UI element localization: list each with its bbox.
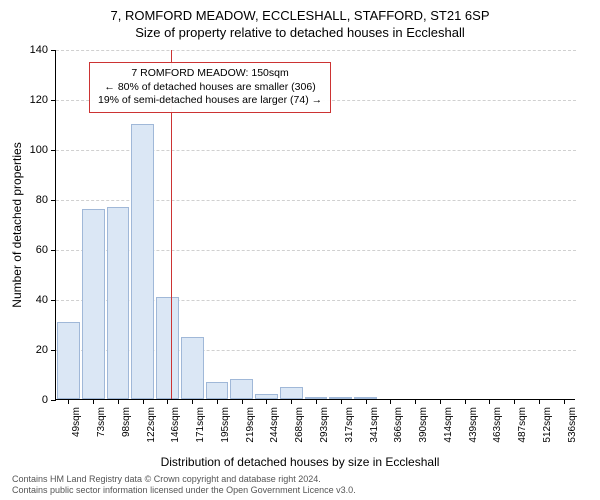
histogram-bar xyxy=(82,209,105,399)
y-tick-label: 40 xyxy=(36,294,56,306)
x-tick-mark xyxy=(539,399,540,404)
chart-area: 02040608010012014049sqm73sqm98sqm122sqm1… xyxy=(55,50,575,400)
annotation-box: 7 ROMFORD MEADOW: 150sqm ← 80% of detach… xyxy=(89,62,331,113)
x-tick-label: 293sqm xyxy=(319,399,330,443)
x-tick-label: 512sqm xyxy=(542,399,553,443)
histogram-bar xyxy=(280,387,303,400)
x-tick-mark xyxy=(266,399,267,404)
y-axis-label: Number of detached properties xyxy=(10,60,24,225)
histogram-bar xyxy=(156,297,179,400)
x-tick-label: 268sqm xyxy=(294,399,305,443)
footer: Contains HM Land Registry data © Crown c… xyxy=(12,474,356,496)
y-tick-label: 0 xyxy=(42,394,56,406)
x-tick-mark xyxy=(68,399,69,404)
x-tick-label: 463sqm xyxy=(492,399,503,443)
x-tick-label: 366sqm xyxy=(393,399,404,443)
x-tick-mark xyxy=(93,399,94,404)
x-tick-label: 439sqm xyxy=(468,399,479,443)
x-tick-mark xyxy=(192,399,193,404)
x-tick-mark xyxy=(167,399,168,404)
x-tick-mark xyxy=(564,399,565,404)
subtitle: Size of property relative to detached ho… xyxy=(0,25,600,40)
x-tick-label: 171sqm xyxy=(195,399,206,443)
x-tick-label: 195sqm xyxy=(220,399,231,443)
histogram-bar xyxy=(131,124,154,399)
y-tick-label: 100 xyxy=(30,144,56,156)
x-tick-label: 49sqm xyxy=(71,399,82,437)
x-tick-mark xyxy=(242,399,243,404)
chart-container: 7, ROMFORD MEADOW, ECCLESHALL, STAFFORD,… xyxy=(0,0,600,500)
grid-line xyxy=(56,50,576,51)
x-tick-mark xyxy=(366,399,367,404)
x-tick-label: 122sqm xyxy=(146,399,157,443)
x-tick-mark xyxy=(390,399,391,404)
x-tick-label: 317sqm xyxy=(344,399,355,443)
x-tick-mark xyxy=(440,399,441,404)
x-tick-mark xyxy=(415,399,416,404)
x-tick-mark xyxy=(465,399,466,404)
x-tick-mark xyxy=(143,399,144,404)
x-axis-label: Distribution of detached houses by size … xyxy=(0,455,600,469)
x-tick-label: 414sqm xyxy=(443,399,454,443)
x-tick-mark xyxy=(291,399,292,404)
y-tick-label: 140 xyxy=(30,44,56,56)
footer-line2: Contains public sector information licen… xyxy=(12,485,356,496)
x-tick-mark xyxy=(118,399,119,404)
footer-line1: Contains HM Land Registry data © Crown c… xyxy=(12,474,356,485)
histogram-bar xyxy=(107,207,130,400)
histogram-bar xyxy=(181,337,204,400)
x-tick-label: 487sqm xyxy=(517,399,528,443)
x-tick-mark xyxy=(217,399,218,404)
x-tick-label: 536sqm xyxy=(567,399,578,443)
x-tick-mark xyxy=(316,399,317,404)
x-tick-label: 244sqm xyxy=(269,399,280,443)
x-tick-mark xyxy=(514,399,515,404)
x-tick-label: 73sqm xyxy=(96,399,107,437)
x-tick-label: 219sqm xyxy=(245,399,256,443)
histogram-bar xyxy=(206,382,229,400)
x-tick-label: 390sqm xyxy=(418,399,429,443)
x-tick-label: 146sqm xyxy=(170,399,181,443)
annotation-line1: 7 ROMFORD MEADOW: 150sqm xyxy=(98,67,322,81)
y-tick-label: 60 xyxy=(36,244,56,256)
x-tick-mark xyxy=(489,399,490,404)
x-tick-label: 98sqm xyxy=(121,399,132,437)
histogram-bar xyxy=(57,322,80,400)
y-tick-label: 20 xyxy=(36,344,56,356)
x-tick-mark xyxy=(341,399,342,404)
y-tick-label: 80 xyxy=(36,194,56,206)
x-tick-label: 341sqm xyxy=(369,399,380,443)
address-title: 7, ROMFORD MEADOW, ECCLESHALL, STAFFORD,… xyxy=(0,8,600,23)
annotation-line2: ← 80% of detached houses are smaller (30… xyxy=(98,81,322,95)
histogram-bar xyxy=(230,379,253,399)
y-tick-label: 120 xyxy=(30,94,56,106)
header: 7, ROMFORD MEADOW, ECCLESHALL, STAFFORD,… xyxy=(0,0,600,40)
annotation-line3: 19% of semi-detached houses are larger (… xyxy=(98,94,322,108)
